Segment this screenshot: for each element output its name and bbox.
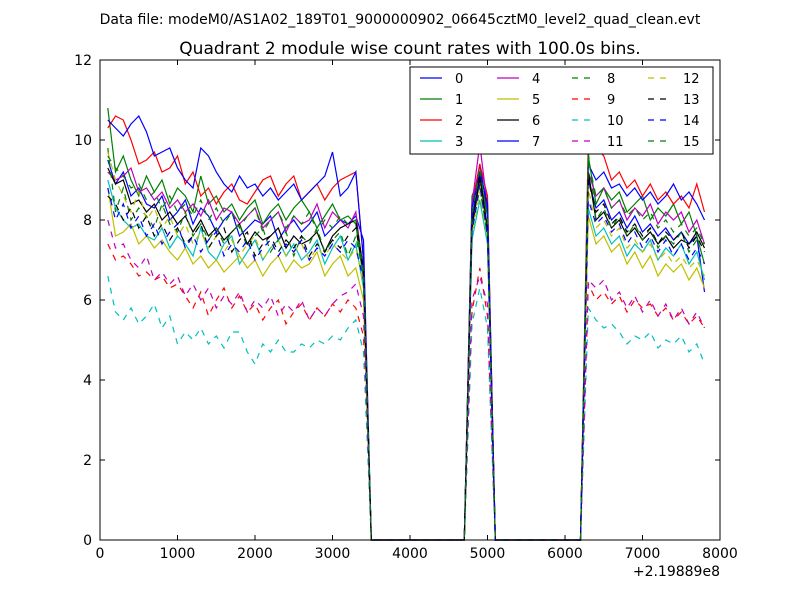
legend-label-14: 14 — [683, 114, 700, 129]
legend-label-5: 5 — [532, 93, 540, 108]
x-tick-label: 8000 — [702, 546, 738, 562]
chart-title: Quadrant 2 module wise count rates with … — [179, 39, 640, 59]
legend-label-1: 1 — [455, 93, 463, 108]
y-tick-label: 6 — [83, 293, 92, 309]
series-line-14 — [107, 183, 706, 541]
series-line-9 — [107, 243, 706, 541]
x-tick-label: 2000 — [237, 546, 273, 562]
legend-label-3: 3 — [455, 135, 463, 150]
legend-label-9: 9 — [607, 93, 615, 108]
y-tick-label: 4 — [83, 373, 92, 389]
legend-label-8: 8 — [607, 72, 615, 87]
legend-frame — [409, 66, 714, 155]
y-tick-label: 0 — [83, 533, 92, 549]
x-tick-label: 0 — [96, 546, 105, 562]
x-tick-label: 1000 — [160, 546, 196, 562]
y-tick-label: 8 — [83, 213, 92, 229]
y-tick-label: 2 — [83, 453, 92, 469]
legend-label-7: 7 — [532, 135, 540, 150]
y-tick-label: 12 — [74, 53, 92, 69]
legend-label-15: 15 — [683, 135, 700, 150]
series-line-11 — [107, 219, 706, 541]
legend-label-11: 11 — [607, 135, 624, 150]
series-line-10 — [107, 275, 706, 541]
x-tick-label: 4000 — [392, 546, 428, 562]
x-tick-label: 3000 — [315, 546, 351, 562]
x-offset-label: +2.19889e8 — [633, 564, 720, 580]
tick-layer: 0 1000 2000 3000 4000 5000 6000 7000 80000246810… — [74, 53, 738, 562]
legend-label-13: 13 — [683, 93, 700, 108]
x-tick-label: 6000 — [547, 546, 583, 562]
legend-label-10: 10 — [607, 114, 624, 129]
legend-label-2: 2 — [455, 114, 463, 129]
x-tick-label: 5000 — [470, 546, 506, 562]
legend-label-12: 12 — [683, 72, 700, 87]
legend-label-4: 4 — [532, 72, 540, 87]
data-file-caption: Data file: modeM0/AS1A02_189T01_90000009… — [100, 12, 701, 28]
y-tick-label: 10 — [74, 133, 92, 149]
legend-label-6: 6 — [532, 114, 540, 129]
series-line-8 — [107, 147, 705, 541]
x-tick-label: 7000 — [625, 546, 661, 562]
legend-label-0: 0 — [455, 72, 463, 87]
